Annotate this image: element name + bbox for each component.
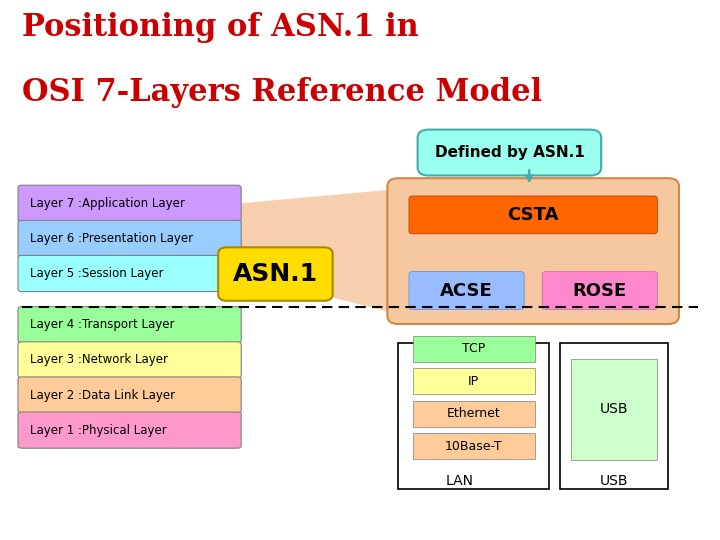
Text: Positioning of ASN.1 in: Positioning of ASN.1 in (22, 12, 418, 43)
FancyBboxPatch shape (18, 255, 241, 292)
Text: Layer 6 :Presentation Layer: Layer 6 :Presentation Layer (30, 232, 194, 245)
Text: USB: USB (600, 402, 629, 416)
Text: Ethernet: Ethernet (447, 407, 500, 420)
FancyBboxPatch shape (560, 343, 668, 489)
Text: LAN: LAN (446, 474, 473, 488)
FancyBboxPatch shape (413, 401, 535, 427)
Text: ASN.1: ASN.1 (233, 262, 318, 286)
FancyBboxPatch shape (409, 196, 657, 234)
FancyBboxPatch shape (418, 130, 601, 176)
Text: Layer 4 :Transport Layer: Layer 4 :Transport Layer (30, 318, 175, 332)
Text: Layer 3 :Network Layer: Layer 3 :Network Layer (30, 353, 168, 367)
FancyBboxPatch shape (18, 342, 241, 378)
FancyBboxPatch shape (413, 433, 535, 459)
Text: OSI 7-Layers Reference Model: OSI 7-Layers Reference Model (22, 77, 541, 108)
FancyBboxPatch shape (218, 247, 333, 301)
Text: 10Base-T: 10Base-T (445, 440, 503, 453)
FancyBboxPatch shape (18, 220, 241, 256)
FancyBboxPatch shape (571, 359, 657, 460)
Text: CSTA: CSTA (508, 206, 559, 224)
Text: USB: USB (600, 474, 629, 488)
FancyBboxPatch shape (542, 272, 657, 309)
FancyBboxPatch shape (398, 343, 549, 489)
FancyBboxPatch shape (413, 368, 535, 394)
FancyBboxPatch shape (409, 272, 524, 309)
Text: Layer 2 :Data Link Layer: Layer 2 :Data Link Layer (30, 388, 176, 402)
Text: Layer 7 :Application Layer: Layer 7 :Application Layer (30, 197, 185, 210)
FancyBboxPatch shape (413, 336, 535, 362)
Text: ROSE: ROSE (572, 281, 627, 300)
Text: Layer 1 :Physical Layer: Layer 1 :Physical Layer (30, 423, 167, 437)
Text: Layer 5 :Session Layer: Layer 5 :Session Layer (30, 267, 163, 280)
Text: IP: IP (468, 375, 480, 388)
Text: Defined by ASN.1: Defined by ASN.1 (435, 145, 584, 160)
Text: TCP: TCP (462, 342, 485, 355)
FancyBboxPatch shape (18, 307, 241, 343)
FancyBboxPatch shape (387, 178, 679, 324)
Text: ACSE: ACSE (440, 281, 493, 300)
FancyBboxPatch shape (18, 412, 241, 448)
Polygon shape (238, 189, 398, 314)
FancyBboxPatch shape (18, 377, 241, 413)
FancyBboxPatch shape (18, 185, 241, 221)
